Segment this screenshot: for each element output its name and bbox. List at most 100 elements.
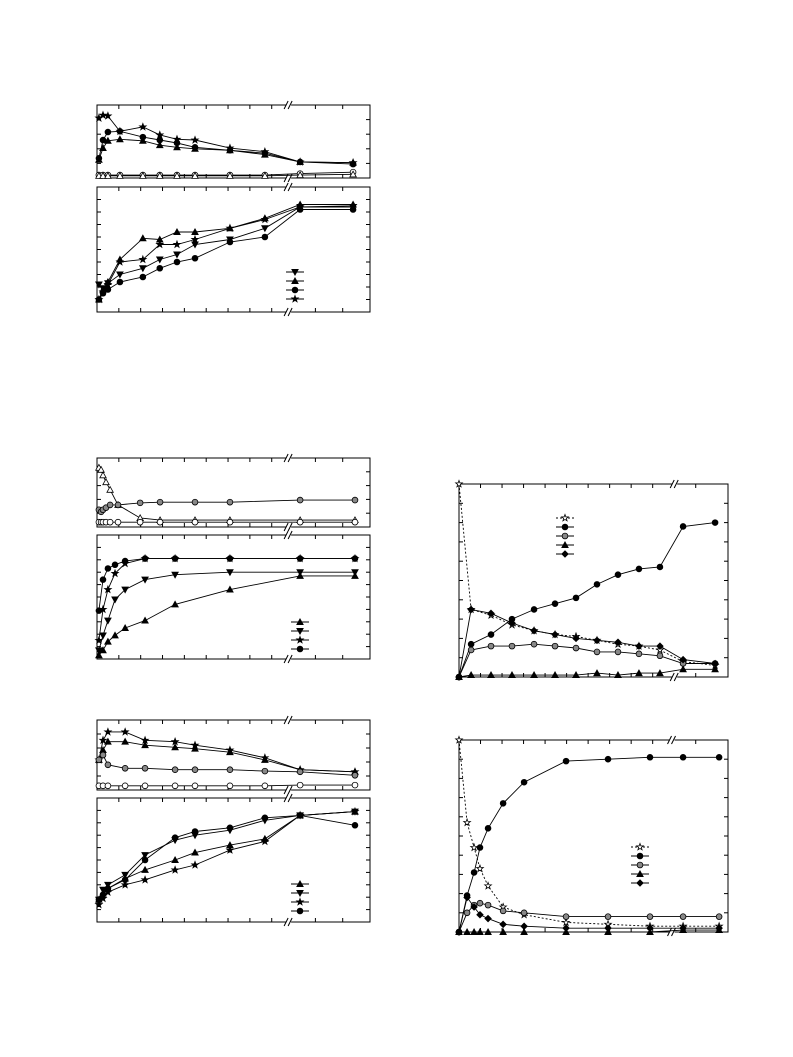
marker xyxy=(191,254,199,262)
marker xyxy=(95,647,103,655)
axis-break xyxy=(287,917,293,927)
marker xyxy=(115,257,125,266)
marker xyxy=(476,844,484,851)
legend-marker xyxy=(561,540,569,548)
marker xyxy=(106,501,114,509)
legend-marker xyxy=(296,617,304,625)
marker xyxy=(463,927,471,935)
series-line xyxy=(98,114,354,164)
marker xyxy=(99,891,107,898)
marker xyxy=(141,741,149,749)
marker xyxy=(572,671,580,679)
series-line xyxy=(98,571,355,651)
marker xyxy=(711,519,719,526)
series-line xyxy=(458,522,716,678)
marker xyxy=(572,594,580,602)
legend-marker xyxy=(561,523,569,531)
marker xyxy=(171,600,179,608)
marker xyxy=(462,817,472,827)
marker xyxy=(141,782,149,790)
series-line xyxy=(458,483,716,666)
legend-marker xyxy=(295,897,305,906)
marker xyxy=(614,648,622,656)
axis-break xyxy=(287,453,293,463)
marker xyxy=(530,626,538,635)
marker xyxy=(646,924,654,932)
axis-break xyxy=(283,917,289,927)
marker xyxy=(226,146,234,154)
marker xyxy=(191,744,199,752)
axis-break xyxy=(671,735,676,745)
marker xyxy=(508,671,516,679)
marker xyxy=(226,518,234,526)
marker xyxy=(136,518,144,526)
marker xyxy=(351,555,359,562)
axis-break-gap xyxy=(286,531,292,539)
figure-panel xyxy=(95,453,371,532)
axis-break xyxy=(671,927,676,937)
axis-break-gap xyxy=(286,918,292,926)
marker xyxy=(351,496,359,504)
marker xyxy=(173,258,181,266)
axis-break xyxy=(287,100,293,110)
marker xyxy=(715,754,723,761)
marker xyxy=(296,518,304,526)
marker xyxy=(191,848,199,856)
plot-frame xyxy=(96,457,371,528)
marker xyxy=(715,924,723,932)
marker xyxy=(614,671,622,679)
marker xyxy=(476,927,484,935)
marker xyxy=(226,498,234,506)
marker xyxy=(95,651,103,659)
marker xyxy=(226,585,234,593)
marker xyxy=(191,766,199,773)
marker xyxy=(104,128,112,136)
legend-marker xyxy=(291,286,299,294)
series-line xyxy=(458,756,720,933)
marker xyxy=(104,637,112,645)
legend-marker xyxy=(561,532,569,540)
marker xyxy=(99,144,107,152)
series-line xyxy=(98,558,355,641)
marker xyxy=(191,241,199,249)
marker xyxy=(173,171,181,179)
marker xyxy=(155,141,164,149)
marker xyxy=(261,814,269,822)
marker xyxy=(454,735,464,744)
marker xyxy=(520,927,528,935)
marker xyxy=(104,171,112,179)
marker xyxy=(296,569,304,577)
marker xyxy=(562,913,570,920)
marker xyxy=(572,634,580,643)
plot-frame xyxy=(96,719,371,791)
axis-break xyxy=(673,672,679,682)
marker xyxy=(467,646,475,654)
figure-panel xyxy=(94,793,371,927)
plot-frame xyxy=(96,797,371,923)
axis-break xyxy=(283,715,289,725)
axis-break-gap xyxy=(286,174,292,182)
marker xyxy=(350,806,360,816)
marker xyxy=(635,565,643,573)
marker xyxy=(635,642,643,650)
axis-break xyxy=(283,453,289,463)
marker xyxy=(499,920,507,929)
figure-panel xyxy=(454,479,729,682)
marker xyxy=(635,650,643,658)
series-line xyxy=(98,811,356,900)
marker xyxy=(470,927,478,935)
axis-break xyxy=(283,307,289,317)
marker xyxy=(261,171,269,179)
series-line xyxy=(98,205,354,300)
marker xyxy=(225,223,235,233)
marker xyxy=(156,518,164,526)
marker xyxy=(351,772,359,779)
marker xyxy=(614,638,622,647)
legend-marker xyxy=(560,513,570,522)
marker xyxy=(94,294,104,304)
marker xyxy=(103,111,113,120)
marker xyxy=(296,157,304,165)
marker xyxy=(296,496,304,504)
marker xyxy=(141,576,149,584)
marker xyxy=(226,569,234,577)
